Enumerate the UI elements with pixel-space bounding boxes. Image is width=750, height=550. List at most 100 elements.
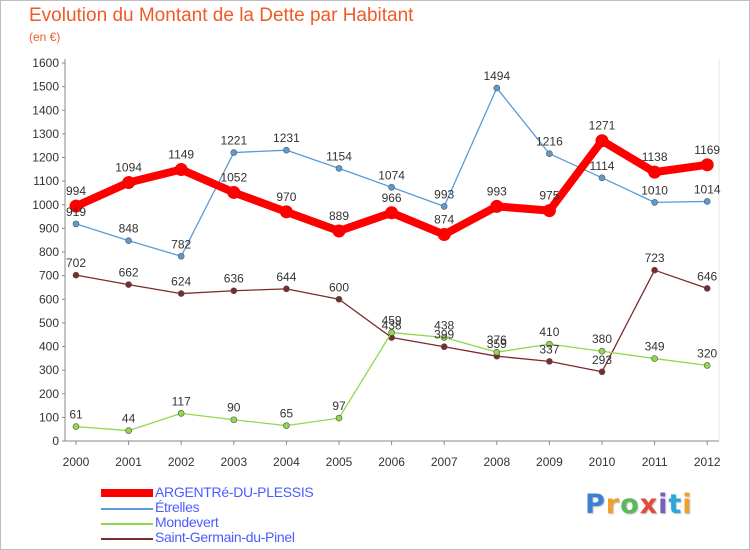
data-label: 376 bbox=[487, 333, 507, 347]
legend-swatch bbox=[101, 508, 153, 510]
series-group bbox=[72, 266, 711, 376]
data-label: 349 bbox=[645, 340, 665, 354]
data-label: 975 bbox=[539, 189, 559, 203]
data-label: 1149 bbox=[168, 148, 194, 162]
data-point bbox=[598, 347, 606, 355]
data-point bbox=[335, 295, 343, 303]
data-label: 61 bbox=[69, 408, 83, 422]
data-label: 438 bbox=[382, 319, 402, 333]
data-label: 1010 bbox=[641, 183, 668, 197]
data-label: 919 bbox=[66, 205, 86, 219]
logo-letter: r bbox=[605, 489, 621, 520]
data-point bbox=[546, 358, 553, 365]
data-label: 399 bbox=[434, 328, 454, 342]
data-point bbox=[388, 183, 395, 191]
data-point bbox=[648, 165, 662, 179]
data-point bbox=[437, 228, 451, 242]
data-label: 1052 bbox=[220, 170, 247, 184]
data-label: 1094 bbox=[115, 161, 142, 175]
y-tick-label: 1600 bbox=[32, 56, 59, 70]
data-point bbox=[177, 290, 185, 297]
data-label: 320 bbox=[697, 346, 717, 360]
legend-swatch bbox=[101, 538, 153, 540]
y-tick-label: 0 bbox=[52, 434, 59, 448]
y-tick-label: 500 bbox=[39, 316, 59, 330]
data-label: 1271 bbox=[589, 119, 616, 133]
data-point bbox=[490, 199, 504, 213]
data-point bbox=[388, 329, 395, 336]
x-tick-label: 2007 bbox=[431, 455, 458, 469]
data-label: 1494 bbox=[483, 69, 510, 83]
legend-swatch bbox=[101, 523, 153, 525]
y-tick-label: 300 bbox=[39, 363, 59, 377]
y-tick-label: 400 bbox=[39, 340, 59, 354]
series-line bbox=[75, 331, 708, 432]
data-label: 438 bbox=[434, 319, 454, 333]
y-tick-label: 600 bbox=[39, 292, 59, 306]
data-label: 889 bbox=[329, 209, 349, 223]
data-point bbox=[72, 423, 80, 430]
data-point bbox=[230, 287, 238, 295]
data-label: 723 bbox=[645, 251, 665, 265]
data-label: 293 bbox=[592, 353, 612, 367]
logo-letter: i bbox=[658, 489, 669, 520]
x-tick-label: 2010 bbox=[589, 455, 616, 469]
y-tick-label: 700 bbox=[39, 269, 59, 283]
data-label: 1114 bbox=[590, 159, 615, 173]
legend-label: Saint-Germain-du-Pinel bbox=[155, 529, 295, 545]
series-group bbox=[72, 329, 711, 434]
data-point bbox=[332, 224, 346, 238]
x-tick-label: 2001 bbox=[115, 455, 142, 469]
data-label: 1014 bbox=[694, 182, 721, 196]
logo-letter: P bbox=[585, 489, 606, 520]
data-point bbox=[651, 266, 658, 274]
x-tick-label: 2012 bbox=[694, 455, 721, 469]
x-tick-label: 2011 bbox=[642, 455, 668, 469]
data-point bbox=[542, 204, 556, 218]
data-label: 1154 bbox=[326, 149, 352, 163]
data-label: 644 bbox=[276, 270, 296, 284]
data-label: 65 bbox=[280, 407, 294, 421]
data-label: 44 bbox=[122, 412, 136, 426]
data-label: 874 bbox=[434, 213, 454, 227]
y-tick-label: 1400 bbox=[32, 103, 59, 117]
y-tick-label: 100 bbox=[39, 410, 59, 424]
chart-title: Evolution du Montant de la Dette par Hab… bbox=[29, 5, 414, 26]
y-tick-label: 1100 bbox=[33, 174, 59, 188]
data-point bbox=[546, 150, 553, 158]
data-point bbox=[598, 368, 606, 376]
data-label: 848 bbox=[119, 222, 139, 236]
data-label: 966 bbox=[382, 191, 402, 205]
proxiti-logo: Proxiti bbox=[585, 489, 693, 520]
legend-label: Étrelles bbox=[155, 499, 200, 515]
data-point bbox=[335, 414, 343, 422]
logo-letter: t bbox=[668, 489, 683, 520]
data-point bbox=[283, 422, 290, 429]
data-point bbox=[703, 285, 711, 292]
y-tick-label: 900 bbox=[39, 221, 59, 235]
data-label: 97 bbox=[332, 399, 346, 413]
data-label: 993 bbox=[487, 184, 507, 198]
data-label: 380 bbox=[592, 332, 612, 346]
data-point bbox=[493, 348, 501, 356]
data-point bbox=[595, 134, 609, 148]
data-label: 1231 bbox=[273, 131, 300, 145]
data-label: 117 bbox=[172, 394, 191, 408]
data-point bbox=[283, 146, 290, 154]
data-label: 636 bbox=[224, 272, 244, 286]
x-tick-label: 2005 bbox=[326, 455, 353, 469]
x-tick-label: 2004 bbox=[273, 455, 300, 469]
data-point bbox=[72, 271, 80, 279]
data-label: 1074 bbox=[378, 168, 405, 182]
chart-series bbox=[69, 84, 714, 434]
data-point bbox=[493, 84, 501, 92]
data-label: 410 bbox=[539, 325, 559, 339]
legend-label: Mondevert bbox=[155, 514, 219, 530]
data-label: 782 bbox=[171, 237, 191, 251]
logo-letter: o bbox=[620, 489, 640, 520]
data-label: 337 bbox=[539, 342, 559, 356]
data-label: 459 bbox=[382, 314, 402, 328]
data-point bbox=[385, 206, 399, 220]
data-point bbox=[283, 285, 290, 293]
data-point bbox=[335, 165, 343, 172]
